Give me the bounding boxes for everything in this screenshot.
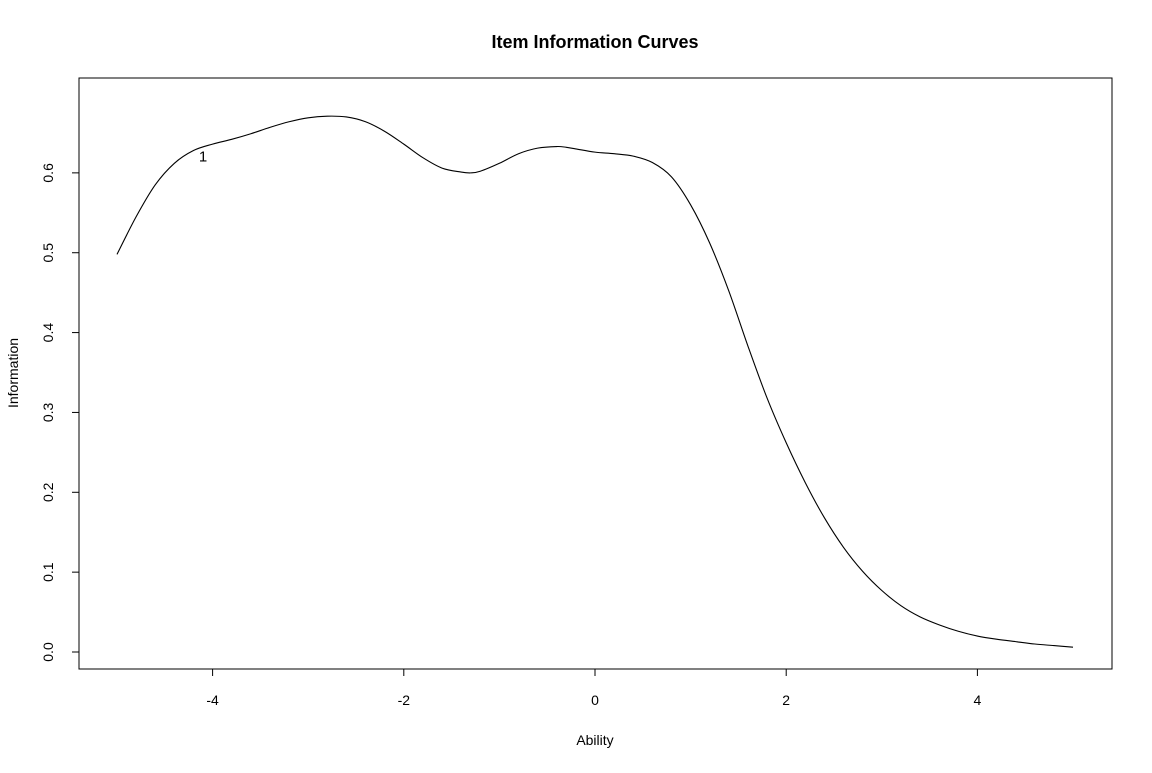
y-axis-label: Information: [5, 338, 21, 408]
y-tick-label: 0.1: [40, 562, 56, 582]
y-tick-label: 0.3: [40, 402, 56, 422]
x-axis: -4 -2 0 2 4: [206, 668, 982, 708]
x-tick-label: -2: [398, 692, 411, 708]
series-line-1: [116, 115, 1074, 648]
x-tick-label: 0: [591, 692, 599, 708]
chart-title: Item Information Curves: [491, 32, 698, 52]
y-tick-label: 0.5: [40, 243, 56, 263]
series-label-1: 1: [199, 148, 207, 165]
y-axis: 0.0 0.1 0.2 0.3 0.4 0.5 0.6: [40, 163, 80, 662]
series-layer: 1: [116, 115, 1074, 648]
y-tick-label: 0.6: [40, 163, 56, 183]
y-tick-label: 0.4: [40, 323, 56, 343]
y-tick-label: 0.0: [40, 642, 56, 662]
plot-area-border: [78, 77, 1113, 670]
y-tick-label: 0.2: [40, 482, 56, 502]
x-tick-label: -4: [206, 692, 219, 708]
x-tick-label: 2: [782, 692, 790, 708]
x-tick-label: 4: [974, 692, 982, 708]
x-axis-label: Ability: [576, 732, 613, 748]
